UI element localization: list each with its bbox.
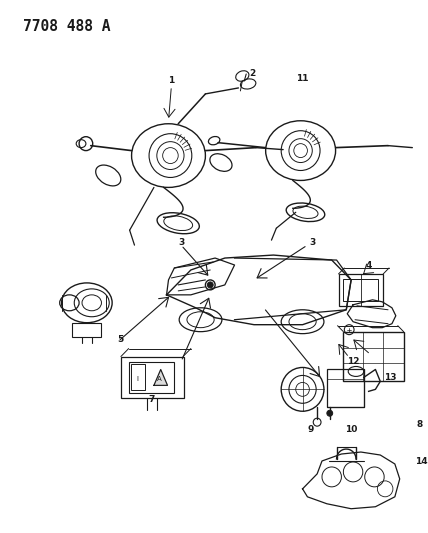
Text: 13: 13 xyxy=(384,373,396,382)
Bar xyxy=(129,361,174,393)
Circle shape xyxy=(207,282,213,288)
Bar xyxy=(343,279,378,301)
Text: 9: 9 xyxy=(307,425,314,434)
Text: 14: 14 xyxy=(415,457,428,466)
Bar xyxy=(131,365,145,390)
Text: 7708 488 A: 7708 488 A xyxy=(23,19,110,34)
Text: 7: 7 xyxy=(149,395,155,404)
Text: 1: 1 xyxy=(168,76,175,85)
Text: 4: 4 xyxy=(366,261,372,270)
Bar xyxy=(121,357,184,398)
Bar xyxy=(72,322,101,337)
Polygon shape xyxy=(154,369,167,385)
Bar xyxy=(343,332,404,382)
Text: A: A xyxy=(158,376,162,382)
Text: I: I xyxy=(137,376,138,382)
Text: 3: 3 xyxy=(309,238,315,247)
Bar xyxy=(327,369,364,407)
Text: 8: 8 xyxy=(416,419,422,429)
Bar xyxy=(339,274,383,306)
Text: 10: 10 xyxy=(345,425,357,434)
Text: 5: 5 xyxy=(117,335,123,344)
Text: 11: 11 xyxy=(296,75,309,84)
Circle shape xyxy=(327,410,333,416)
Text: 3: 3 xyxy=(178,238,184,247)
Text: 2: 2 xyxy=(249,69,255,77)
Text: 12: 12 xyxy=(347,357,360,366)
